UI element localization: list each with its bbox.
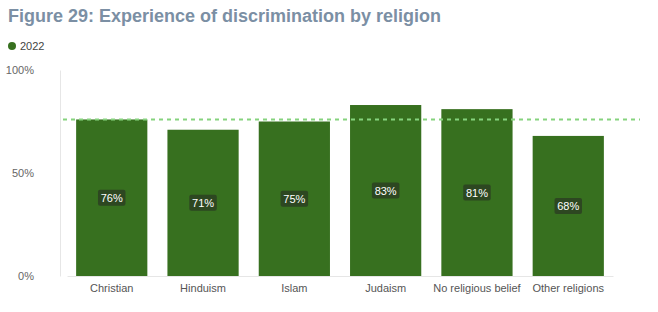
y-axis-line	[60, 71, 61, 277]
x-tick: Judaism	[365, 276, 406, 294]
x-tick: Hinduism	[180, 276, 226, 294]
data-label: 71%	[192, 197, 214, 209]
x-axis-line	[68, 276, 614, 277]
label-box	[98, 190, 126, 206]
chart: Figure 29: Experience of discrimination …	[0, 0, 658, 312]
x-tick: No religious belief	[433, 276, 521, 294]
bar	[76, 119, 147, 276]
x-tick: Other religions	[532, 276, 604, 294]
label-box	[555, 198, 583, 214]
bar	[441, 109, 512, 276]
label-box	[189, 195, 217, 211]
label-box	[463, 185, 491, 201]
legend-swatch	[8, 42, 16, 50]
reference-line	[60, 118, 640, 120]
y-tick: 0%	[18, 270, 60, 282]
x-tick-label: Other religions	[532, 282, 604, 294]
y-tick: 50%	[12, 167, 60, 179]
data-label: 81%	[466, 187, 488, 199]
bar	[259, 122, 330, 277]
data-label: 75%	[283, 193, 305, 205]
plot-area	[60, 105, 640, 276]
x-tick-label: No religious belief	[433, 282, 521, 294]
data-label: 83%	[375, 185, 397, 197]
x-tick-label: Hinduism	[180, 282, 226, 294]
bar	[533, 136, 604, 276]
y-tick-label: 100%	[6, 64, 34, 76]
x-tick-label: Judaism	[365, 282, 406, 294]
label-box	[372, 183, 400, 199]
x-axis: Christian Hinduism Islam Judaism No religiou…	[68, 276, 614, 294]
x-tick-label: Christian	[90, 282, 133, 294]
data-label: 68%	[557, 200, 579, 212]
y-tick-label: 50%	[12, 167, 34, 179]
bar	[350, 105, 421, 276]
legend: 2022	[8, 40, 44, 52]
x-tick-label: Islam	[281, 282, 307, 294]
bar	[167, 130, 238, 276]
y-tick-label: 0%	[18, 270, 34, 282]
title: Figure 29: Experience of discrimination …	[8, 6, 441, 26]
y-tick: 100%	[6, 64, 60, 76]
legend-label: 2022	[20, 40, 44, 52]
x-tick: Islam	[281, 276, 307, 294]
x-tick: Christian	[90, 276, 133, 294]
data-label: 76%	[101, 192, 123, 204]
label-box	[281, 191, 309, 207]
data-labels: 76% 71% 75% 83% 81% 68%	[98, 183, 582, 214]
y-axis: 0% 50% 100%	[6, 64, 61, 282]
